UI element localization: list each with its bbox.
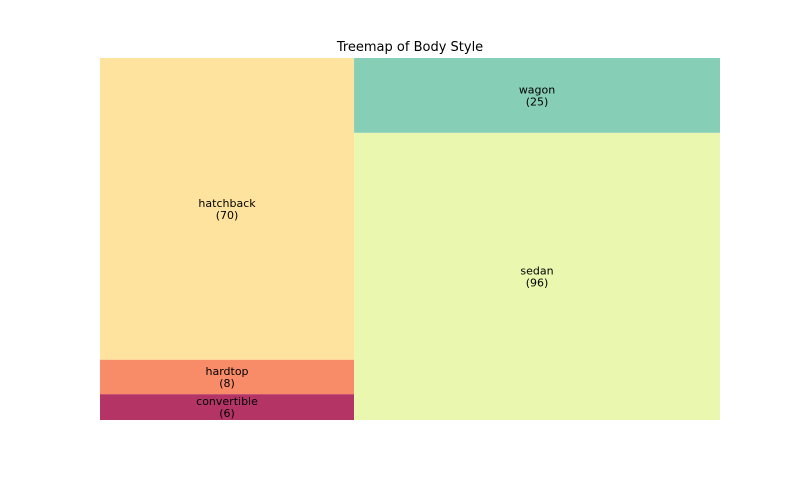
tile-value-hatchback: (70) [216,209,239,222]
tile-hatchback [100,58,355,360]
tile-sedan [354,132,720,420]
tile-hardtop [100,359,355,395]
tile-label-hardtop: hardtop [205,365,248,378]
tile-label-wagon: wagon [519,83,555,96]
tile-label-hatchback: hatchback [198,197,256,210]
tile-convertible [100,394,355,420]
tile-label-convertible: convertible [196,395,258,408]
tile-wagon [354,58,720,133]
tile-value-hardtop: (8) [219,377,235,390]
tile-value-wagon: (25) [526,95,549,108]
tile-value-convertible: (6) [219,407,235,420]
tile-label-sedan: sedan [520,264,553,277]
tile-value-sedan: (96) [526,276,549,289]
treemap-tiles: convertible(6) hardtop(8) hatchback(70) sed… [100,58,720,420]
chart-title: Treemap of Body Style [336,40,483,55]
